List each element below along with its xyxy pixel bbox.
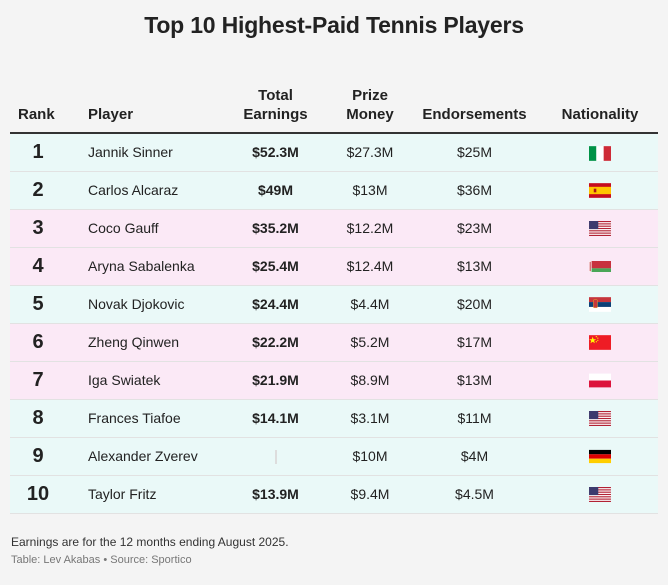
- source-credit: Table: Lev Akabas • Source: Sportico: [11, 554, 192, 566]
- total-earnings-cell: $22.2M: [218, 323, 333, 362]
- endorsements-cell: $4M: [407, 437, 542, 476]
- total-earnings-cell: $35.2M: [218, 209, 333, 248]
- germany-flag: [589, 449, 611, 464]
- usa-flag: [589, 411, 611, 427]
- serbia-flag: [589, 297, 611, 313]
- player-name-cell: Coco Gauff: [66, 209, 218, 248]
- prize-money-cell: $10M: [333, 437, 407, 476]
- endorsements-cell: $36M: [407, 171, 542, 210]
- table-row: 7 Iga Swiatek $21.9M $8.9M $13M: [10, 361, 658, 400]
- nationality-cell: [542, 437, 658, 476]
- total-earnings-cell: $14.1M: [218, 399, 333, 438]
- player-name-cell: Taylor Fritz: [66, 475, 218, 514]
- endorsements-cell: $11M: [407, 399, 542, 438]
- prize-money-cell: $27.3M: [333, 133, 407, 172]
- rank-cell: 9: [10, 437, 66, 476]
- nationality-cell: [542, 209, 658, 248]
- player-name-cell: Iga Swiatek: [66, 361, 218, 400]
- nationality-cell: [542, 475, 658, 514]
- player-name-cell: Alexander Zverev: [66, 437, 218, 476]
- prize-money-cell: $12.4M: [333, 247, 407, 286]
- rank-cell: 8: [10, 399, 66, 438]
- endorsements-cell: $17M: [407, 323, 542, 362]
- usa-flag: [589, 487, 611, 503]
- header-prize-line2: Money: [346, 106, 394, 123]
- rank-cell: 6: [10, 323, 66, 362]
- header-prize-money: Prize Money: [333, 82, 407, 134]
- nationality-cell: [542, 171, 658, 210]
- table-row: 8 Frances Tiafoe $14.1M $3.1M $11M: [10, 399, 658, 438]
- prize-money-cell: $8.9M: [333, 361, 407, 400]
- prize-money-cell: $12.2M: [333, 209, 407, 248]
- prize-money-cell: $4.4M: [333, 285, 407, 324]
- table-row: 10 Taylor Fritz $13.9M $9.4M $4.5M: [10, 475, 658, 514]
- table-row: 1 Jannik Sinner $52.3M $27.3M $25M: [10, 133, 658, 172]
- spain-flag: [589, 183, 611, 199]
- header-player: Player: [66, 82, 218, 134]
- rank-cell: 7: [10, 361, 66, 400]
- rank-cell: 3: [10, 209, 66, 248]
- total-earnings-cell: $25.4M: [218, 247, 333, 286]
- header-row: Rank Player Total Earnings Prize Money E…: [10, 82, 658, 134]
- total-earnings-cell: $52.3M: [218, 133, 333, 172]
- rank-cell: 2: [10, 171, 66, 210]
- missing-value-placeholder: [274, 450, 277, 465]
- table-row: 9 Alexander Zverev $10M $4M: [10, 437, 658, 476]
- italy-flag: [589, 145, 611, 161]
- player-name-cell: Zheng Qinwen: [66, 323, 218, 362]
- prize-money-cell: $3.1M: [333, 399, 407, 438]
- prize-money-cell: $9.4M: [333, 475, 407, 514]
- player-name-cell: Jannik Sinner: [66, 133, 218, 172]
- player-name-cell: Carlos Alcaraz: [66, 171, 218, 210]
- prize-money-cell: $5.2M: [333, 323, 407, 362]
- belarus-flag: [589, 259, 611, 274]
- table-row: 6 Zheng Qinwen $22.2M $5.2M $17M: [10, 323, 658, 362]
- nationality-cell: [542, 285, 658, 324]
- table-header: Rank Player Total Earnings Prize Money E…: [10, 82, 658, 134]
- endorsements-cell: $4.5M: [407, 475, 542, 514]
- table-row: 2 Carlos Alcaraz $49M $13M $36M: [10, 171, 658, 210]
- table-row: 4 Aryna Sabalenka $25.4M $12.4M $13M: [10, 247, 658, 286]
- prize-money-cell: $13M: [333, 171, 407, 210]
- endorsements-cell: $20M: [407, 285, 542, 324]
- endorsements-cell: $13M: [407, 247, 542, 286]
- rank-cell: 1: [10, 133, 66, 172]
- player-name-cell: Novak Djokovic: [66, 285, 218, 324]
- poland-flag: [589, 373, 611, 388]
- nationality-cell: [542, 133, 658, 172]
- header-total-line1: Total: [258, 87, 293, 104]
- nationality-cell: [542, 361, 658, 400]
- nationality-cell: [542, 247, 658, 286]
- endorsements-cell: $13M: [407, 361, 542, 400]
- total-earnings-cell: $24.4M: [218, 285, 333, 324]
- rank-cell: 10: [10, 475, 66, 514]
- rank-cell: 5: [10, 285, 66, 324]
- nationality-cell: [542, 323, 658, 362]
- header-nationality: Nationality: [542, 82, 658, 134]
- player-name-cell: Frances Tiafoe: [66, 399, 218, 438]
- header-rank: Rank: [10, 82, 66, 134]
- total-earnings-cell: [218, 437, 333, 476]
- endorsements-cell: $23M: [407, 209, 542, 248]
- chart-title: Top 10 Highest-Paid Tennis Players: [144, 12, 524, 38]
- earnings-table: Rank Player Total Earnings Prize Money E…: [10, 82, 658, 514]
- footnote: Earnings are for the 12 months ending Au…: [11, 535, 289, 549]
- table-row: 3 Coco Gauff $35.2M $12.2M $23M: [10, 209, 658, 248]
- header-total-line2: Earnings: [243, 106, 308, 123]
- china-flag: [589, 335, 611, 351]
- usa-flag: [589, 221, 611, 237]
- nationality-cell: [542, 399, 658, 438]
- header-prize-line1: Prize: [352, 87, 388, 104]
- header-total-earnings: Total Earnings: [218, 82, 333, 134]
- player-name-cell: Aryna Sabalenka: [66, 247, 218, 286]
- total-earnings-cell: $13.9M: [218, 475, 333, 514]
- table-body: 1 Jannik Sinner $52.3M $27.3M $25M 2 Carlos Al…: [10, 133, 658, 514]
- rank-cell: 4: [10, 247, 66, 286]
- header-endorsements: Endorsements: [407, 82, 542, 134]
- endorsements-cell: $25M: [407, 133, 542, 172]
- total-earnings-cell: $21.9M: [218, 361, 333, 400]
- total-earnings-cell: $49M: [218, 171, 333, 210]
- table-row: 5 Novak Djokovic $24.4M $4.4M $20M: [10, 285, 658, 324]
